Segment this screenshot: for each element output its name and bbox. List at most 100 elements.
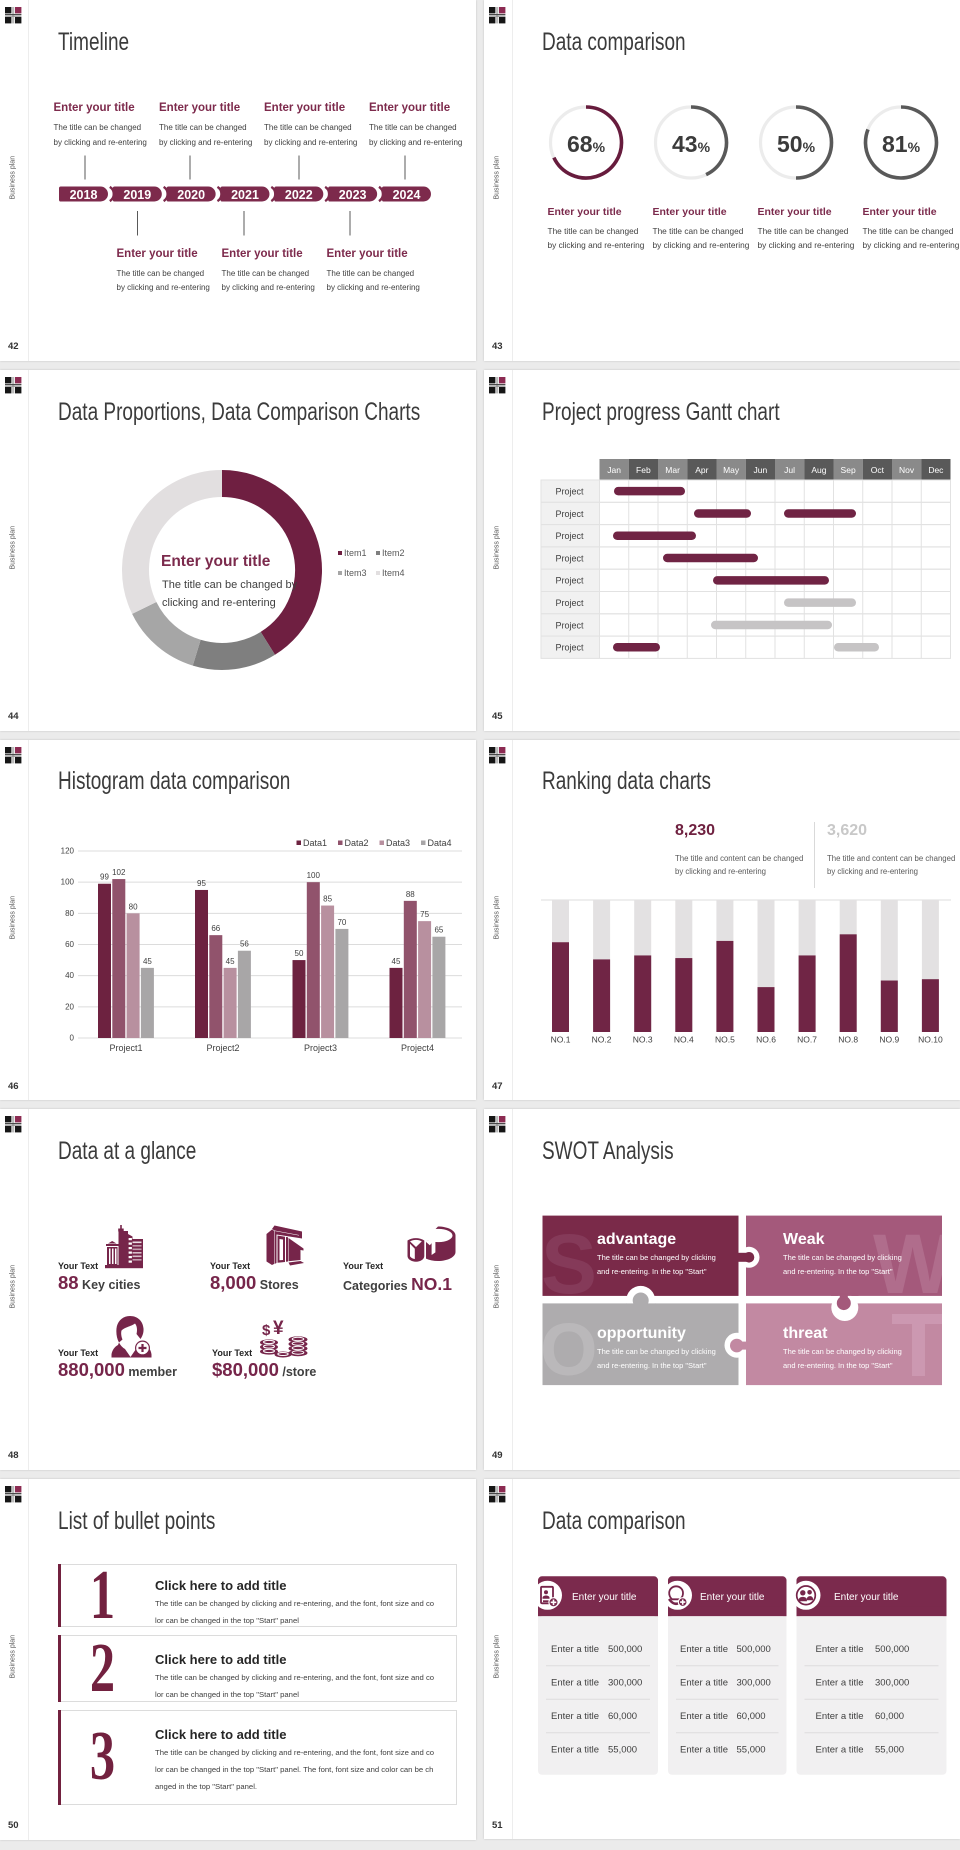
svg-text:20: 20 — [65, 1002, 74, 1011]
svg-text:NO.3: NO.3 — [633, 1034, 653, 1044]
svg-text:Mar: Mar — [665, 465, 680, 475]
svg-text:Project4: Project4 — [401, 1043, 434, 1053]
svg-text:Jul: Jul — [784, 465, 795, 475]
svg-text:Enter a title: Enter a title — [680, 1711, 728, 1722]
svg-text:300,000: 300,000 — [737, 1677, 771, 1688]
svg-text:500,000: 500,000 — [737, 1644, 771, 1655]
svg-text:Enter a title: Enter a title — [551, 1677, 599, 1688]
svg-text:NO.6: NO.6 — [756, 1034, 776, 1044]
svg-text:85: 85 — [323, 894, 332, 903]
svg-text:2024: 2024 — [393, 188, 421, 202]
svg-text:Project1: Project1 — [109, 1043, 142, 1053]
svg-text:Project: Project — [556, 509, 585, 519]
svg-text:50: 50 — [295, 949, 304, 958]
svg-text:Enter a title: Enter a title — [816, 1677, 864, 1688]
svg-text:W: W — [873, 1217, 953, 1311]
svg-text:Nov: Nov — [899, 465, 915, 475]
svg-text:60,000: 60,000 — [737, 1711, 766, 1722]
svg-text:Data2: Data2 — [345, 838, 369, 848]
svg-text:88: 88 — [406, 889, 415, 898]
svg-text:T: T — [891, 1296, 946, 1396]
svg-text:60: 60 — [65, 940, 74, 949]
svg-text:70: 70 — [337, 917, 346, 926]
svg-text:Jun: Jun — [754, 465, 768, 475]
svg-text:Project: Project — [556, 487, 585, 497]
svg-text:Project: Project — [556, 620, 585, 630]
svg-text:55,000: 55,000 — [608, 1744, 637, 1755]
svg-text:120: 120 — [61, 846, 75, 855]
svg-text:Enter a title: Enter a title — [816, 1711, 864, 1722]
svg-text:Enter your title: Enter your title — [700, 1592, 765, 1603]
svg-text:Aug: Aug — [811, 465, 826, 475]
svg-text:Enter a title: Enter a title — [680, 1677, 728, 1688]
svg-text:Project: Project — [556, 553, 585, 563]
svg-text:Dec: Dec — [928, 465, 944, 475]
svg-text:75: 75 — [420, 910, 429, 919]
svg-text:99: 99 — [100, 872, 109, 881]
svg-text:60,000: 60,000 — [608, 1711, 637, 1722]
svg-text:100: 100 — [307, 871, 321, 880]
svg-text:¥: ¥ — [273, 1319, 284, 1339]
svg-text:Enter a title: Enter a title — [680, 1744, 728, 1755]
svg-text:40: 40 — [65, 971, 74, 980]
svg-text:2020: 2020 — [177, 188, 205, 202]
svg-text:Jan: Jan — [607, 465, 621, 475]
svg-text:Data1: Data1 — [303, 838, 327, 848]
svg-text:Sep: Sep — [841, 465, 856, 475]
svg-text:S: S — [541, 1217, 597, 1311]
svg-text:65: 65 — [434, 925, 443, 934]
svg-text:Enter a title: Enter a title — [816, 1744, 864, 1755]
svg-text:Project: Project — [556, 598, 585, 608]
svg-text:102: 102 — [112, 868, 126, 877]
svg-text:NO.7: NO.7 — [797, 1034, 817, 1044]
svg-text:Data4: Data4 — [428, 838, 452, 848]
svg-text:NO.10: NO.10 — [918, 1034, 943, 1044]
svg-text:Feb: Feb — [636, 465, 651, 475]
svg-text:2019: 2019 — [123, 188, 151, 202]
svg-text:Oct: Oct — [871, 465, 885, 475]
svg-text:Enter a title: Enter a title — [551, 1744, 599, 1755]
svg-text:O: O — [540, 1308, 598, 1391]
svg-text:$: $ — [262, 1322, 271, 1339]
svg-text:45: 45 — [226, 956, 235, 965]
svg-text:56: 56 — [240, 939, 249, 948]
svg-text:Apr: Apr — [695, 465, 708, 475]
svg-text:NO.5: NO.5 — [715, 1034, 735, 1044]
svg-text:60,000: 60,000 — [875, 1711, 904, 1722]
svg-text:55,000: 55,000 — [737, 1744, 766, 1755]
svg-text:Enter your title: Enter your title — [834, 1592, 899, 1603]
svg-text:Enter a title: Enter a title — [816, 1644, 864, 1655]
svg-text:55,000: 55,000 — [875, 1744, 904, 1755]
svg-text:NO.9: NO.9 — [879, 1034, 899, 1044]
svg-text:Project: Project — [556, 531, 585, 541]
svg-text:300,000: 300,000 — [608, 1677, 642, 1688]
svg-text:95: 95 — [197, 878, 206, 887]
svg-text:Project2: Project2 — [206, 1043, 239, 1053]
svg-text:NO.2: NO.2 — [592, 1034, 612, 1044]
svg-text:Enter a title: Enter a title — [551, 1644, 599, 1655]
svg-text:500,000: 500,000 — [608, 1644, 642, 1655]
svg-text:45: 45 — [392, 956, 401, 965]
svg-text:2021: 2021 — [231, 188, 259, 202]
svg-text:2022: 2022 — [285, 188, 313, 202]
svg-text:May: May — [723, 465, 740, 475]
svg-text:0: 0 — [70, 1033, 75, 1042]
svg-text:500,000: 500,000 — [875, 1644, 909, 1655]
svg-text:Project3: Project3 — [304, 1043, 337, 1053]
svg-text:80: 80 — [129, 902, 138, 911]
svg-text:300,000: 300,000 — [875, 1677, 909, 1688]
svg-text:NO.1: NO.1 — [551, 1034, 571, 1044]
svg-text:100: 100 — [61, 877, 75, 886]
svg-text:66: 66 — [211, 924, 220, 933]
svg-text:80: 80 — [65, 908, 74, 917]
svg-text:Enter a title: Enter a title — [680, 1644, 728, 1655]
svg-text:Project: Project — [556, 576, 585, 586]
svg-text:NO.8: NO.8 — [838, 1034, 858, 1044]
svg-text:2023: 2023 — [339, 188, 367, 202]
svg-text:45: 45 — [143, 956, 152, 965]
svg-text:Data3: Data3 — [386, 838, 410, 848]
svg-text:Enter your title: Enter your title — [572, 1592, 637, 1603]
svg-text:Project: Project — [556, 643, 585, 653]
svg-text:2018: 2018 — [70, 188, 98, 202]
svg-text:Enter a title: Enter a title — [551, 1711, 599, 1722]
